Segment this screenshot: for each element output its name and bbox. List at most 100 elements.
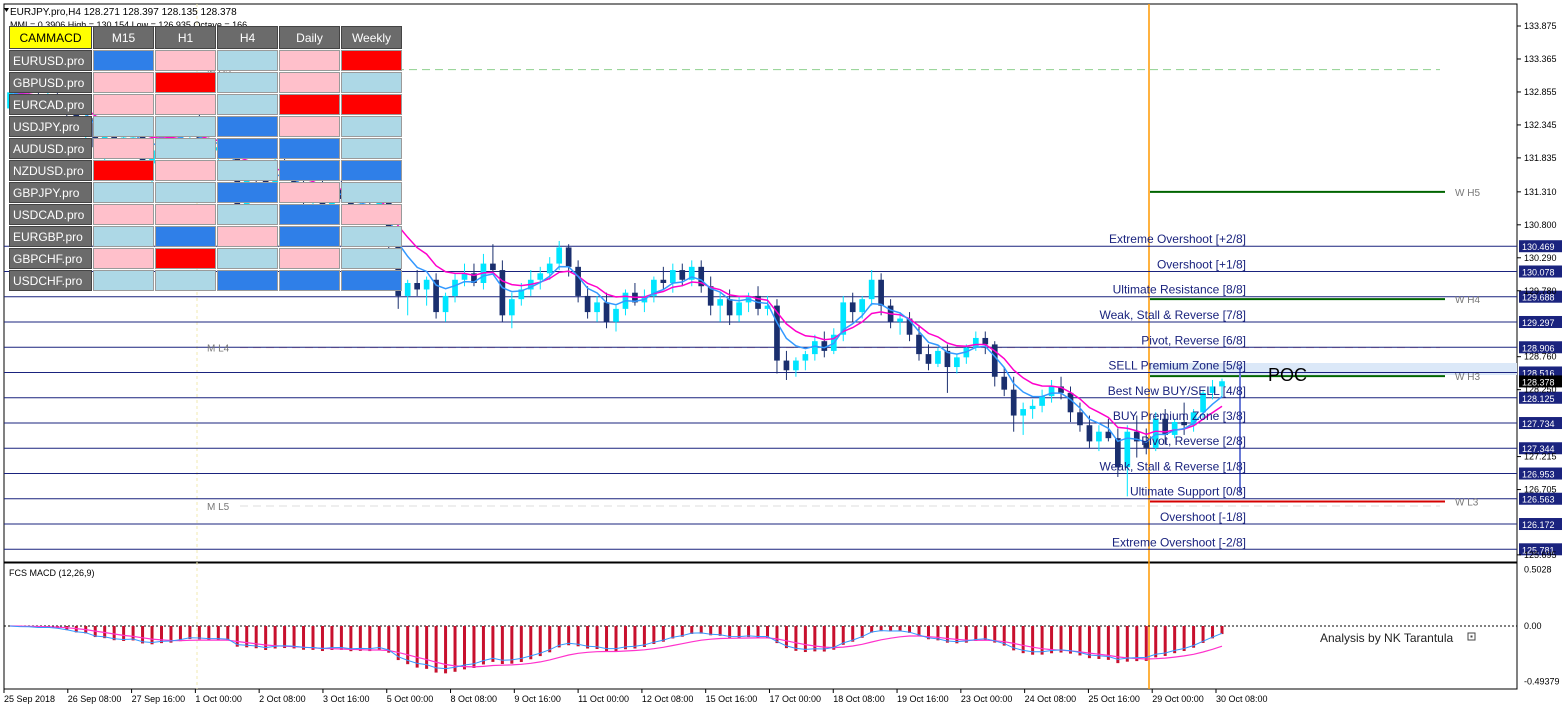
murrey-level-label: Weak, Stall & Reverse [7/8]: [1099, 308, 1246, 322]
macd-histogram-bar: [226, 626, 230, 641]
macd-histogram-bar: [368, 626, 372, 652]
macd-histogram-bar: [955, 626, 959, 644]
price-tag-value: 130.078: [1522, 267, 1555, 277]
matrix-symbol[interactable]: GBPJPY.pro: [9, 182, 92, 203]
matrix-cell: [341, 204, 402, 225]
matrix-cell: [155, 270, 216, 291]
matrix-cell: [341, 182, 402, 203]
candle-body: [1096, 431, 1102, 442]
murrey-level-label: BUY Premium Zone [3/8]: [1113, 409, 1246, 423]
candle-body: [802, 354, 809, 361]
collapse-arrow-icon[interactable]: [4, 8, 9, 12]
matrix-cell: [341, 248, 402, 269]
macd-histogram-bar: [964, 626, 968, 643]
matrix-symbol[interactable]: EURGBP.pro: [9, 226, 92, 247]
matrix-cell: [217, 160, 278, 181]
macd-histogram-bar: [718, 626, 722, 636]
candle-body: [1048, 386, 1055, 397]
matrix-symbol[interactable]: GBPCHF.pro: [9, 248, 92, 269]
matrix-cell: [93, 182, 154, 203]
price-tag-value: 128.125: [1522, 394, 1555, 404]
y-tick-label: 132.345: [1524, 120, 1557, 130]
y-tick-label: 133.365: [1524, 54, 1557, 64]
matrix-cell: [217, 182, 278, 203]
macd-histogram-bar: [898, 626, 902, 632]
matrix-symbol[interactable]: EURCAD.pro: [9, 94, 92, 115]
macd-histogram-bar: [160, 626, 163, 644]
matrix-cell: [93, 248, 154, 269]
symbol-header: EURJPY.pro,H4 128.271 128.397 128.135 12…: [10, 7, 237, 18]
matrix-cell: [155, 248, 216, 269]
candle-body: [537, 273, 544, 280]
matrix-cell: [279, 226, 340, 247]
macd-histogram-bar: [841, 626, 845, 645]
macd-histogram-bar: [131, 626, 135, 641]
matrix-cell: [217, 116, 278, 137]
matrix-cell: [155, 116, 216, 137]
macd-histogram-bar: [1050, 626, 1054, 654]
price-tag: [1519, 341, 1562, 354]
macd-histogram-bar: [245, 626, 249, 648]
macd-histogram-bar: [889, 626, 893, 632]
macd-title: FCS MACD (12,26,9): [9, 568, 95, 578]
macd-histogram-bar: [1116, 626, 1120, 664]
matrix-cell: [155, 72, 216, 93]
matrix-symbol[interactable]: USDCAD.pro: [9, 204, 92, 225]
matrix-cell: [217, 50, 278, 71]
current-price-value: 128.378: [1522, 377, 1555, 387]
matrix-row: EURCAD.pro: [9, 94, 402, 115]
price-tag-value: 126.172: [1522, 520, 1555, 530]
candle-body: [972, 337, 979, 348]
y-tick-label: 128.760: [1524, 352, 1557, 362]
matrix-cell: [155, 226, 216, 247]
candle-body: [1029, 405, 1036, 410]
candle-body: [982, 337, 989, 345]
macd-histogram-bar: [860, 626, 864, 638]
matrix-cell: [279, 94, 340, 115]
matrix-row: USDJPY.pro: [9, 116, 402, 137]
macd-histogram-bar: [1154, 626, 1158, 658]
pivot-label: W L3: [1455, 498, 1479, 509]
macd-histogram-bar: [870, 626, 874, 633]
macd-histogram-bar: [671, 626, 675, 639]
matrix-cell: [341, 226, 402, 247]
macd-histogram-bar: [197, 626, 201, 640]
macd-histogram-bar: [415, 626, 419, 668]
macd-histogram-bar: [463, 626, 466, 670]
candle-body: [660, 279, 667, 283]
matrix-symbol[interactable]: EURUSD.pro: [9, 50, 92, 71]
matrix-cell: [155, 204, 216, 225]
matrix-cell: [93, 72, 154, 93]
y-tick-label: 129.780: [1524, 286, 1557, 296]
macd-histogram-bar: [453, 626, 457, 672]
current-price-tag: [1519, 375, 1562, 388]
macd-histogram-bar: [803, 626, 807, 653]
macd-histogram-bar: [1163, 626, 1167, 656]
matrix-symbol[interactable]: USDCHF.pro: [9, 270, 92, 291]
macd-histogram-bar: [936, 626, 940, 641]
matrix-corner: CAMMACD: [9, 26, 92, 49]
macd-histogram-bar: [406, 626, 410, 665]
matrix-symbol[interactable]: USDJPY.pro: [9, 116, 92, 137]
matrix-cell: [341, 160, 402, 181]
price-tag-value: 125.781: [1522, 545, 1555, 555]
candle-body: [1219, 381, 1225, 387]
candle-body: [991, 344, 998, 377]
macd-histogram-bar: [207, 626, 211, 640]
matrix-symbol[interactable]: AUDUSD.pro: [9, 138, 92, 159]
matrix-symbol[interactable]: GBPUSD.pro: [9, 72, 92, 93]
credit-box-icon: [1467, 632, 1476, 641]
macd-histogram-bar: [358, 626, 362, 651]
macd-histogram-bar: [586, 626, 590, 649]
murrey-level-label: Weak, Stall & Reverse [1/8]: [1099, 460, 1246, 474]
candle-body: [1162, 418, 1169, 435]
murrey-level-label: Overshoot [-1/8]: [1160, 510, 1246, 524]
x-tick-label: 25 Sep 2018: [4, 694, 55, 704]
matrix-cell: [93, 204, 154, 225]
candle-body: [499, 270, 506, 316]
matrix-row: GBPJPY.pro: [9, 182, 402, 203]
matrix-symbol[interactable]: NZDUSD.pro: [9, 160, 92, 181]
macd-histogram-bar: [1173, 626, 1177, 654]
price-tag-value: 129.297: [1522, 318, 1555, 328]
